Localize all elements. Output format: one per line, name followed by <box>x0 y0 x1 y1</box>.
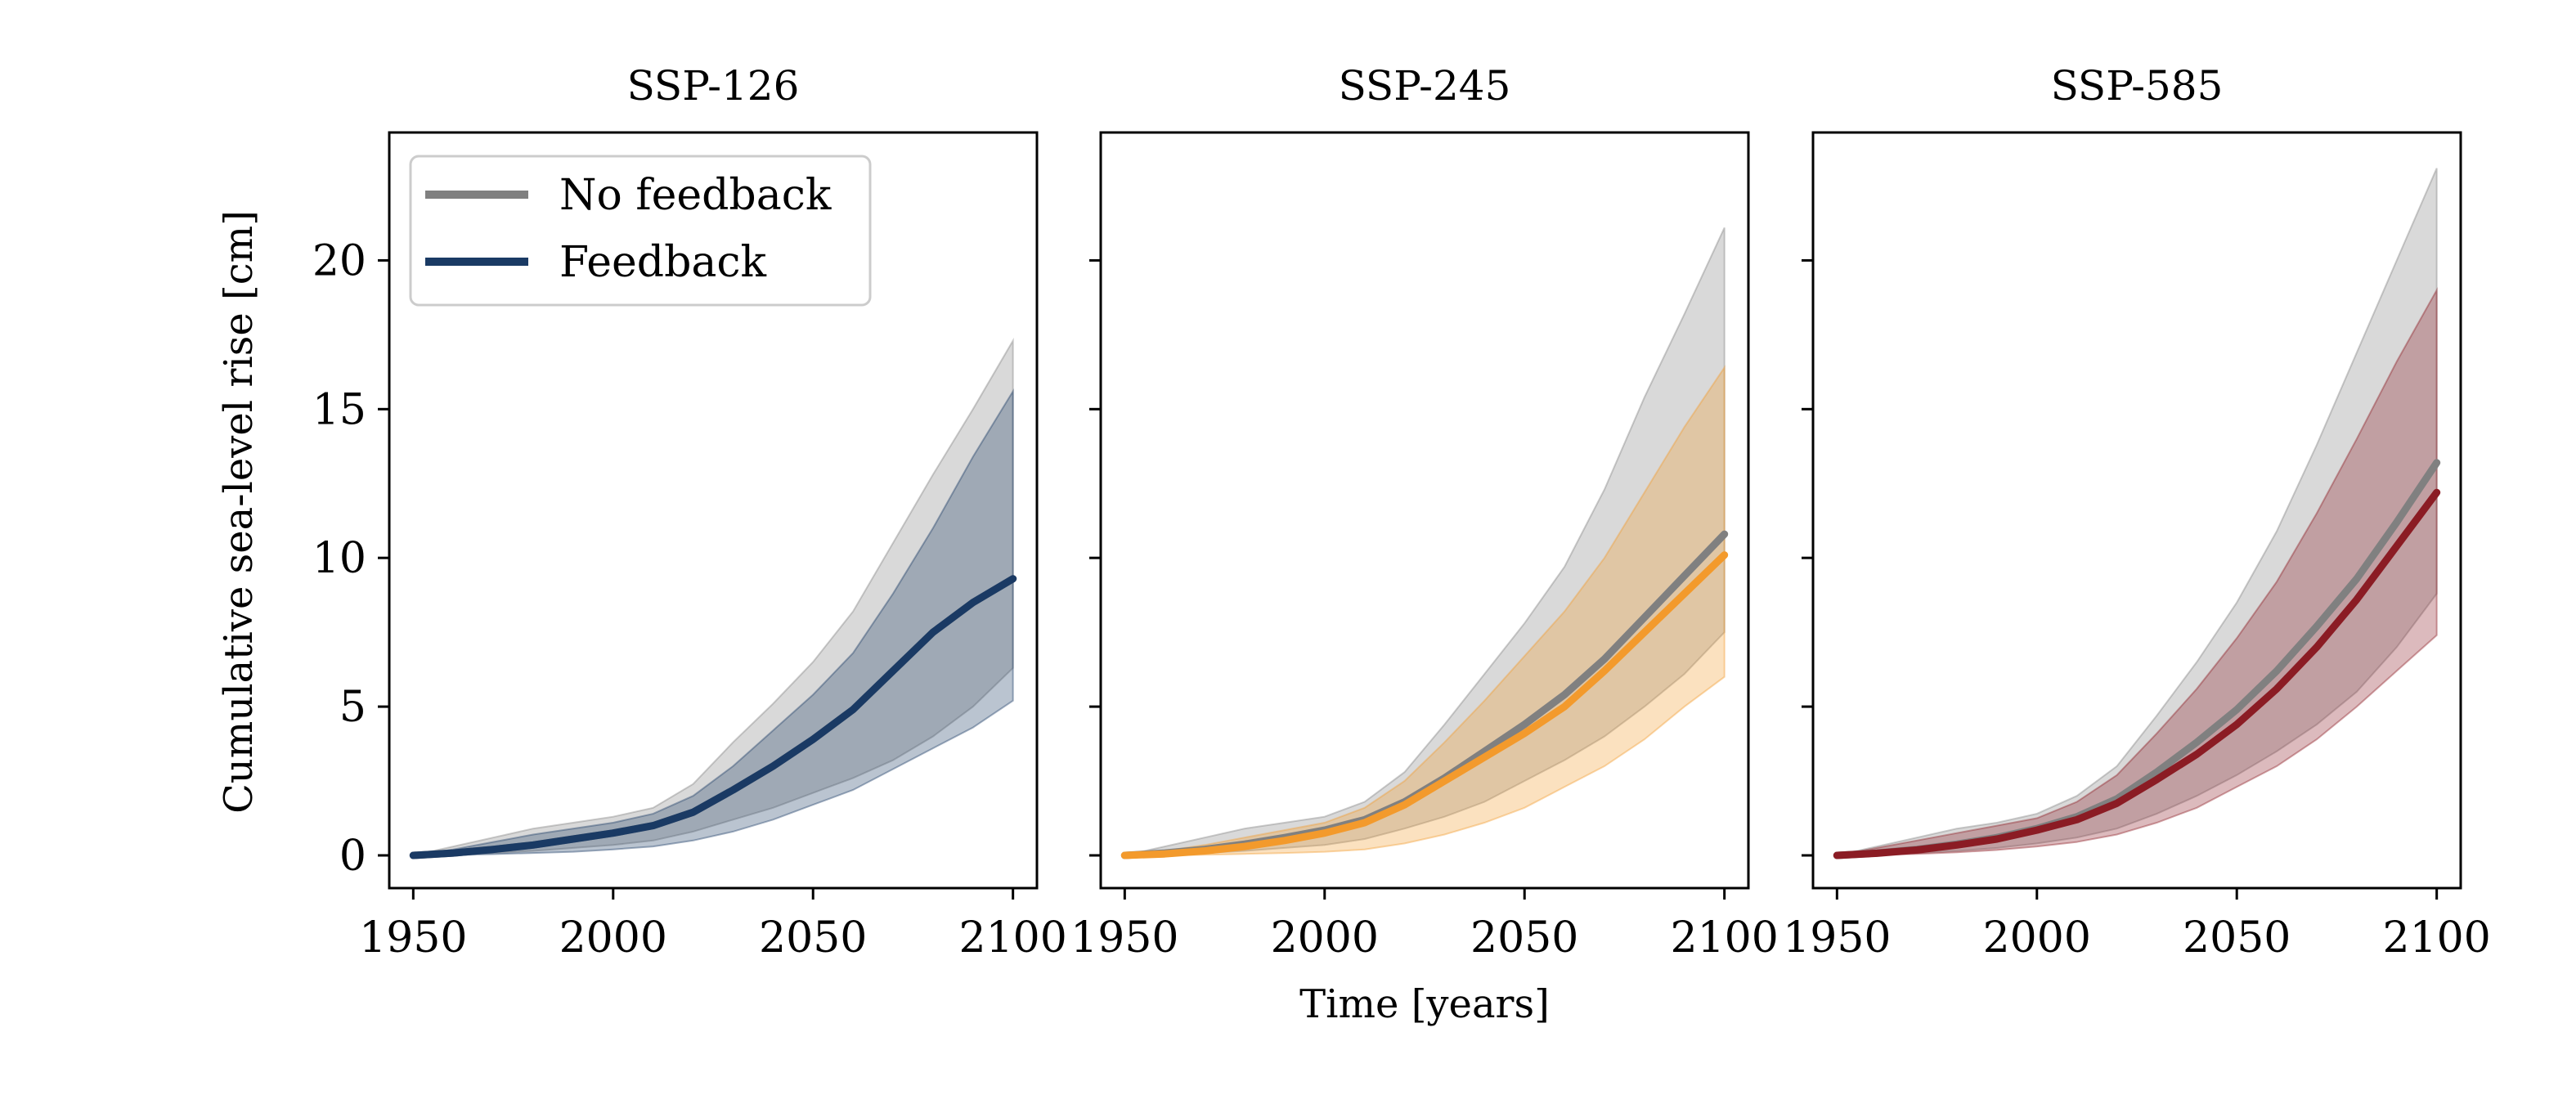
y-tick-label: 15 <box>312 385 366 434</box>
y-tick-label: 10 <box>312 534 366 583</box>
feedback-line <box>409 575 1017 859</box>
x-tick-label: 2050 <box>759 913 867 963</box>
panel-title: SSP-126 <box>627 62 800 110</box>
panel-3: SSP-585 1950 2000 2050 2100 <box>1783 62 2491 963</box>
chart-panels: SSP-126 1950 2000 2050 2100 0 5 10 15 20 No feedba… <box>312 62 2491 963</box>
legend-label: Feedback <box>559 238 766 287</box>
x-tick-label: 2050 <box>2183 913 2291 963</box>
panel-title: SSP-245 <box>1339 62 1511 110</box>
x-tick-label: 1950 <box>1070 913 1178 963</box>
panel-2: SSP-245 1950 2000 2050 2100 <box>1070 62 1779 963</box>
y-axis-label: Cumulative sea-level rise [cm] <box>216 210 262 814</box>
y-tick-label: 20 <box>312 236 366 285</box>
axes-frame <box>1811 131 2462 890</box>
legend: No feedback Feedback <box>409 155 872 307</box>
x-tick-label: 1950 <box>359 913 467 963</box>
x-tick-label: 2100 <box>1670 913 1778 963</box>
feedback-line <box>1833 488 2441 859</box>
x-tick-label: 2100 <box>958 913 1066 963</box>
x-tick-label: 2100 <box>2382 913 2490 963</box>
x-tick-label: 1950 <box>1783 913 1891 963</box>
feedback-line <box>1120 551 1729 859</box>
x-tick-label: 2050 <box>1470 913 1578 963</box>
legend-label: No feedback <box>559 171 832 220</box>
axes-frame <box>388 131 1039 890</box>
axes-frame <box>1099 131 1750 890</box>
feedback-band <box>1124 365 1726 856</box>
x-tick-label: 2000 <box>559 913 667 963</box>
y-tick-label: 0 <box>339 832 366 881</box>
feedback-band <box>413 388 1014 856</box>
panel-1: SSP-126 1950 2000 2050 2100 0 5 10 15 20 No feedba… <box>312 62 1067 963</box>
x-tick-label: 2000 <box>1983 913 2091 963</box>
no-feedback-band <box>413 337 1014 856</box>
panel-title: SSP-585 <box>2051 62 2224 110</box>
y-tick-label: 5 <box>339 683 366 732</box>
x-axis-label: Time [years] <box>1299 981 1550 1027</box>
x-tick-label: 2000 <box>1271 913 1379 963</box>
